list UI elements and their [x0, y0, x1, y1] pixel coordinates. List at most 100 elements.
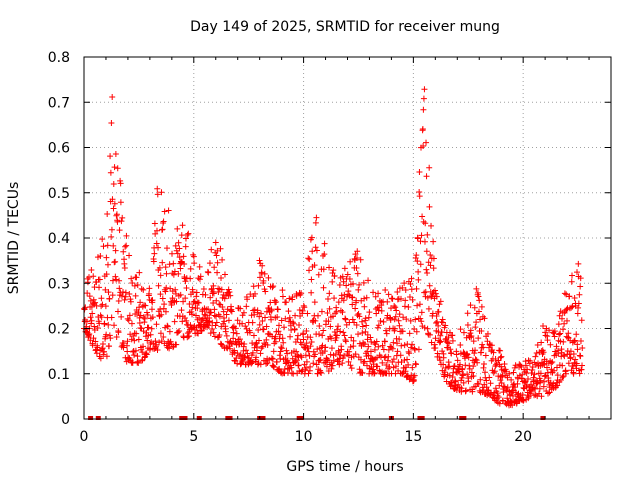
data-point: [438, 329, 445, 336]
data-point: [448, 350, 455, 357]
data-point: [551, 367, 558, 374]
data-point: [201, 311, 208, 318]
data-point: [555, 321, 562, 328]
data-point: [477, 316, 484, 323]
data-point: [391, 325, 398, 332]
data-point: [361, 303, 368, 310]
data-point: [560, 338, 567, 345]
data-point: [274, 313, 281, 320]
x-tick-label: 15: [404, 429, 422, 445]
data-point: [401, 303, 408, 310]
data-point: [294, 332, 301, 339]
data-point: [308, 289, 315, 296]
data-point: [480, 344, 487, 351]
data-point: [282, 315, 289, 322]
data-point: [571, 338, 578, 345]
data-point: [416, 189, 423, 196]
data-point: [293, 357, 300, 364]
data-point: [354, 270, 361, 277]
data-point: [154, 191, 161, 198]
data-point: [303, 328, 310, 335]
data-point: [553, 343, 560, 350]
data-point: [307, 334, 314, 341]
data-point: [579, 362, 586, 369]
data-point: [196, 263, 203, 270]
data-point: [138, 357, 145, 364]
data-point: [109, 196, 116, 203]
data-point: [424, 294, 431, 301]
data-point: [415, 346, 422, 353]
data-point: [397, 295, 404, 302]
data-point: [112, 258, 119, 265]
data-point: [213, 319, 220, 326]
data-point: [498, 353, 505, 360]
data-point: [512, 384, 519, 391]
data-point: [297, 352, 304, 359]
data-point: [420, 218, 427, 225]
data-point: [421, 86, 428, 93]
data-point: [137, 312, 144, 319]
data-point: [484, 330, 491, 337]
data-point: [107, 169, 114, 176]
data-point: [174, 250, 181, 257]
data-point: [327, 351, 334, 358]
data-point: [349, 301, 356, 308]
data-point: [342, 315, 349, 322]
data-point: [372, 341, 379, 348]
data-point: [244, 350, 251, 357]
data-point: [389, 295, 396, 302]
data-point: [540, 349, 547, 356]
data-point: [108, 120, 115, 127]
data-point: [555, 350, 562, 357]
data-point: [175, 329, 182, 336]
data-point: [139, 303, 146, 310]
data-point: [497, 354, 504, 361]
data-point: [210, 329, 217, 336]
data-point: [328, 365, 335, 372]
data-point: [284, 350, 291, 357]
grid-lines: [84, 57, 611, 419]
data-point: [430, 255, 437, 262]
data-point: [217, 245, 224, 252]
data-point: [418, 309, 425, 316]
data-point: [407, 317, 414, 324]
data-point: [566, 293, 573, 300]
data-point: [482, 369, 489, 376]
data-point: [407, 375, 414, 382]
data-point: [176, 245, 183, 252]
data-point: [230, 335, 237, 342]
data-point: [394, 348, 401, 355]
data-point: [394, 340, 401, 347]
data-point: [400, 314, 407, 321]
data-point: [152, 230, 159, 237]
data-point: [477, 376, 484, 383]
data-point: [500, 383, 507, 390]
data-point: [427, 262, 434, 269]
data-point: [278, 344, 285, 351]
data-point: [236, 336, 243, 343]
data-point: [118, 218, 125, 225]
data-point: [259, 262, 266, 269]
data-point: [143, 309, 150, 316]
data-point: [103, 271, 110, 278]
data-point: [183, 317, 190, 324]
data-point: [121, 296, 128, 303]
data-point: [491, 368, 498, 375]
data-point: [165, 207, 172, 214]
data-point: [390, 356, 397, 363]
data-point: [342, 316, 349, 323]
data-point: [557, 330, 564, 337]
data-point: [225, 286, 232, 293]
data-point: [439, 348, 446, 355]
data-point: [365, 343, 372, 350]
data-point: [280, 339, 287, 346]
data-point: [151, 250, 158, 257]
data-point: [258, 345, 265, 352]
data-point: [127, 331, 134, 338]
data-point: [290, 320, 297, 327]
data-point: [108, 226, 115, 233]
data-point: [372, 293, 379, 300]
data-point: [124, 348, 131, 355]
data-point: [546, 327, 553, 334]
data-point: [326, 305, 333, 312]
